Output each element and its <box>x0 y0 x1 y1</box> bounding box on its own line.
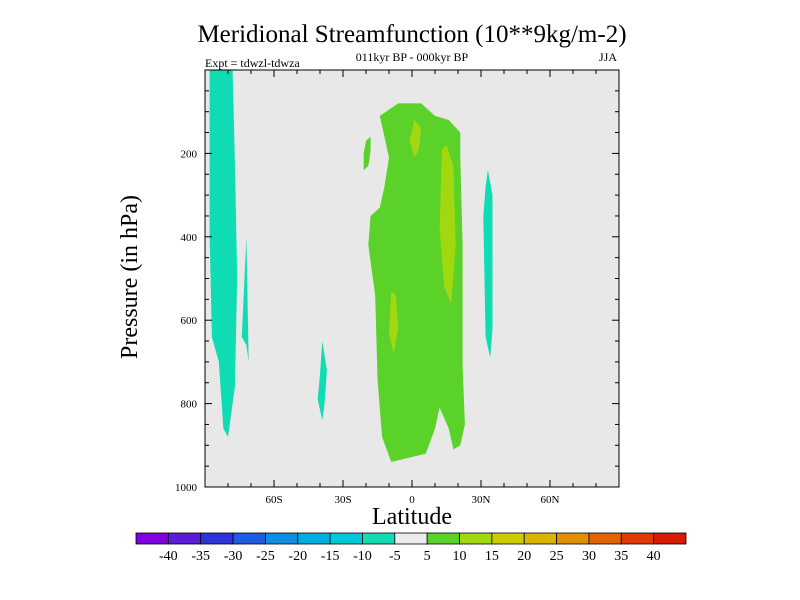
x-tick-label: 30S <box>334 494 351 506</box>
colorbar-label: 15 <box>485 549 499 564</box>
colorbar-label: -5 <box>389 549 401 564</box>
colorbar-label: -15 <box>321 549 340 564</box>
colorbar-box <box>362 532 396 545</box>
contour-cyan-blob-32n <box>483 170 493 358</box>
colorbar-box <box>135 532 169 545</box>
colorbar-label: 10 <box>453 549 467 564</box>
colorbar-box <box>394 532 428 545</box>
y-tick-label: 1000 <box>175 482 198 494</box>
colorbar-box <box>491 532 525 545</box>
colorbar-box <box>200 532 234 545</box>
colorbar-box <box>588 532 622 545</box>
colorbar-label: 40 <box>647 549 661 564</box>
plot-area: 60S 30S 0 30N 60N 200 400 600 800 1000 <box>175 69 620 506</box>
colorbar-box <box>265 532 299 545</box>
colorbar-label: 20 <box>517 549 531 564</box>
colorbar-box <box>459 532 493 545</box>
x-tick-label: 30N <box>472 494 491 506</box>
contour-yellowgreen-cell-a <box>409 120 422 158</box>
chart-subtitle: 011kyr BP - 000kyr BP <box>356 50 469 64</box>
contour-cyan-blob-40s <box>317 341 327 421</box>
x-tick-label: 0 <box>409 494 415 506</box>
y-axis-label: Pressure (in hPa) <box>117 195 143 359</box>
experiment-label: Expt = tdwzl-tdwza <box>205 56 300 70</box>
x-tick-label: 60N <box>541 494 560 506</box>
y-tick-label: 200 <box>181 148 198 160</box>
colorbar-label: 25 <box>550 549 564 564</box>
y-tick-label: 400 <box>181 232 198 244</box>
colorbar-label: -35 <box>191 549 210 564</box>
colorbar-label: -30 <box>224 549 243 564</box>
colorbar-box <box>426 532 460 545</box>
contour-cyan-blob-62s-a <box>241 236 249 362</box>
y-tick-label: 800 <box>181 399 198 411</box>
contour-green-upper-left <box>363 136 371 171</box>
season-label: JJA <box>599 50 617 64</box>
colorbar-box <box>297 532 331 545</box>
colorbar-box <box>620 532 655 545</box>
colorbar-label: 30 <box>582 549 596 564</box>
colorbar-label: 35 <box>614 549 628 564</box>
colorbar-box <box>232 532 266 545</box>
x-tick-label: 60S <box>265 494 282 506</box>
colorbar-box <box>329 532 363 545</box>
colorbar-label: 5 <box>424 549 431 564</box>
colorbar-box <box>167 532 202 545</box>
colorbar-box <box>523 532 557 545</box>
colorbar-label: -10 <box>353 549 372 564</box>
chart-title: Meridional Streamfunction (10**9kg/m-2) <box>197 21 626 48</box>
colorbar-box <box>653 532 687 545</box>
colorbar-label: -40 <box>159 549 178 564</box>
x-axis-label: Latitude <box>372 504 452 530</box>
contour-yellowgreen-cell-c <box>389 291 399 354</box>
colorbar: -40 -35 -30 -25 -20 -15 -10 -5 5 10 15 20 25 30 35 40 <box>135 532 687 564</box>
colorbar-box <box>556 532 590 545</box>
colorbar-label: -25 <box>256 549 275 564</box>
colorbar-label: -20 <box>288 549 307 564</box>
y-tick-label: 600 <box>181 315 198 327</box>
contour-cyan-southern-band <box>209 70 238 437</box>
contour-yellowgreen-cell-b <box>439 145 456 304</box>
